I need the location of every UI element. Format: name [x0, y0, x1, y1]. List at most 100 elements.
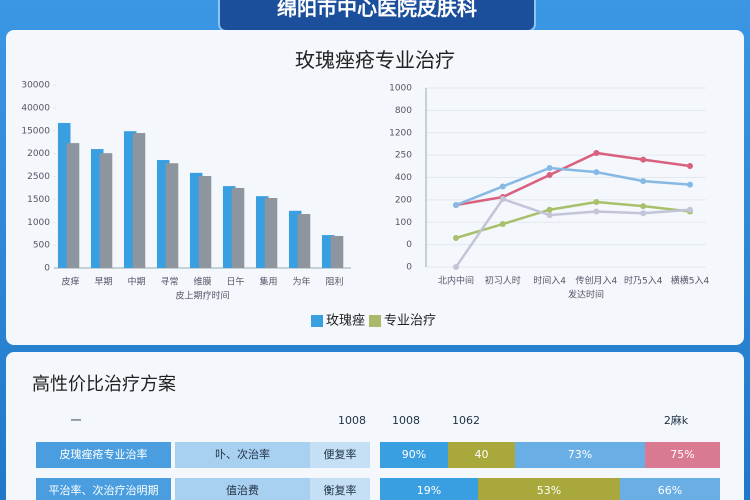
y-tick-label: 40000 [21, 103, 50, 113]
line-point [593, 199, 600, 206]
bar [66, 143, 80, 268]
x-tick-label: 阻利 [325, 276, 343, 288]
y-tick-label: 1200 [389, 128, 412, 138]
x-tick-label: 集用 [259, 276, 277, 288]
legend-label: 玫瑰痤 [326, 313, 365, 329]
panel-title: 玫瑰痤疮专业治疗 [295, 48, 455, 72]
line-point [640, 210, 647, 217]
y-tick-label: 250 [395, 151, 412, 161]
y-tick-label: 200 [395, 195, 412, 205]
table-cell: 53% [478, 478, 620, 500]
table-cell: 一 [70, 414, 82, 427]
line-point [593, 169, 600, 176]
x-tick-label: 初习人时 [485, 275, 521, 287]
table-cell: 73% [515, 442, 645, 468]
y-tick-label: 2000 [27, 149, 50, 159]
line-point [640, 203, 647, 210]
table-cell: 90% [380, 442, 448, 468]
line-point [640, 156, 647, 163]
line-point [640, 178, 647, 185]
line-point [499, 221, 506, 228]
table-cell: 卟、次治率 [175, 442, 310, 468]
line-point [593, 149, 600, 156]
line-point [453, 235, 459, 242]
y-tick-label: 500 [33, 241, 50, 251]
y-tick-label: 1000 [27, 218, 50, 228]
x-tick-label: 时乃5入4 [624, 275, 663, 287]
line-point [499, 183, 506, 190]
line-series [454, 197, 691, 268]
line-point [546, 171, 553, 178]
line-point [546, 212, 553, 219]
x-axis-label: 皮上期疗时间 [175, 290, 229, 302]
line-series [455, 166, 691, 207]
line-point [593, 208, 600, 215]
x-tick-label: 日午 [226, 276, 244, 288]
bar [330, 235, 344, 268]
bar [132, 133, 146, 268]
y-tick-label: 0 [406, 263, 412, 273]
bar [165, 163, 179, 268]
line-point [453, 264, 459, 270]
bar [231, 187, 245, 268]
table-cell: 1062 [452, 414, 480, 427]
legend-label: 专业治疗 [384, 314, 436, 329]
table-cell: 1008 [392, 414, 420, 427]
x-tick-label: 传创月入4 [576, 275, 618, 287]
y-tick-label: 15000 [21, 126, 50, 136]
line-series [455, 151, 691, 207]
chart-panel: 玫瑰痤疮专业治疗 0 500 1000 1500 2500 2000 15000 40000 3… [6, 30, 744, 345]
table-cell: 75% [645, 442, 720, 468]
x-tick-label: 早期 [94, 277, 112, 288]
x-tick-label: 时间入4 [533, 275, 566, 287]
table: 一 1008 1008 1062 2麻k 皮瑰痤疮专业治率 卟、次治率 便复率 90% 40 73%… [6, 352, 744, 500]
bar [198, 176, 212, 268]
table-cell: 平治率、次治疗治明期 [36, 478, 171, 500]
y-tick-label: 30000 [21, 81, 50, 91]
x-tick-label: 北内中间 [438, 275, 474, 287]
line-point [546, 206, 553, 213]
bar [264, 198, 278, 268]
x-axis-label: 发达时间 [568, 289, 604, 301]
y-tick-label: 1000 [389, 84, 412, 94]
line-point [453, 202, 459, 209]
y-tick-label: 100 [395, 218, 412, 228]
charts: 05001000150025002000150004000030000皮痒 早期中… [21, 81, 710, 329]
line-point [687, 206, 693, 213]
y-tick-label: 0 [406, 240, 412, 250]
line-point [687, 163, 693, 170]
x-tick-label: 横横5入4 [671, 275, 710, 287]
legend-swatch [369, 315, 381, 327]
y-tick-label: 2500 [27, 172, 50, 182]
bar [99, 153, 113, 268]
table-title: 高性价比治疗方案 [32, 374, 176, 395]
line-series [455, 200, 691, 240]
legend-swatch [311, 315, 323, 327]
table-cell: 2麻k [663, 414, 689, 427]
table-cell: 值治费 [175, 478, 310, 500]
line-point [687, 181, 693, 188]
x-tick-label: 维膜 [193, 276, 211, 288]
table-cell: 便复率 [310, 442, 370, 468]
table-cell: 40 [448, 442, 515, 468]
x-tick-label: 中期 [127, 276, 145, 288]
table-cell: 衡复率 [310, 478, 370, 500]
table-cell: 19% [380, 478, 478, 500]
x-tick-label: 皮痒 [61, 276, 79, 288]
line-point [499, 195, 506, 202]
header-title: 绵阳市中心医院皮肤科 [277, 0, 477, 20]
table-cell: 皮瑰痤疮专业治率 [36, 442, 171, 468]
y-tick-label: 400 [395, 173, 412, 183]
table-cell: 1008 [338, 414, 366, 427]
header-banner: 绵阳市中心医院皮肤科 [218, 0, 536, 32]
table-cell: 66% [620, 478, 720, 500]
bar [297, 214, 311, 268]
y-tick-label: 800 [395, 106, 412, 116]
x-tick-label: 为年 [292, 276, 310, 288]
line-point [546, 165, 553, 172]
x-tick-label: 寻常 [160, 276, 178, 288]
y-tick-label: 0 [44, 264, 50, 274]
y-tick-label: 1500 [27, 195, 50, 205]
table-panel: 高性价比治疗方案 一 1008 1008 1062 2麻k 皮瑰痤疮专业治率 卟、次治率 便复… [6, 352, 744, 500]
